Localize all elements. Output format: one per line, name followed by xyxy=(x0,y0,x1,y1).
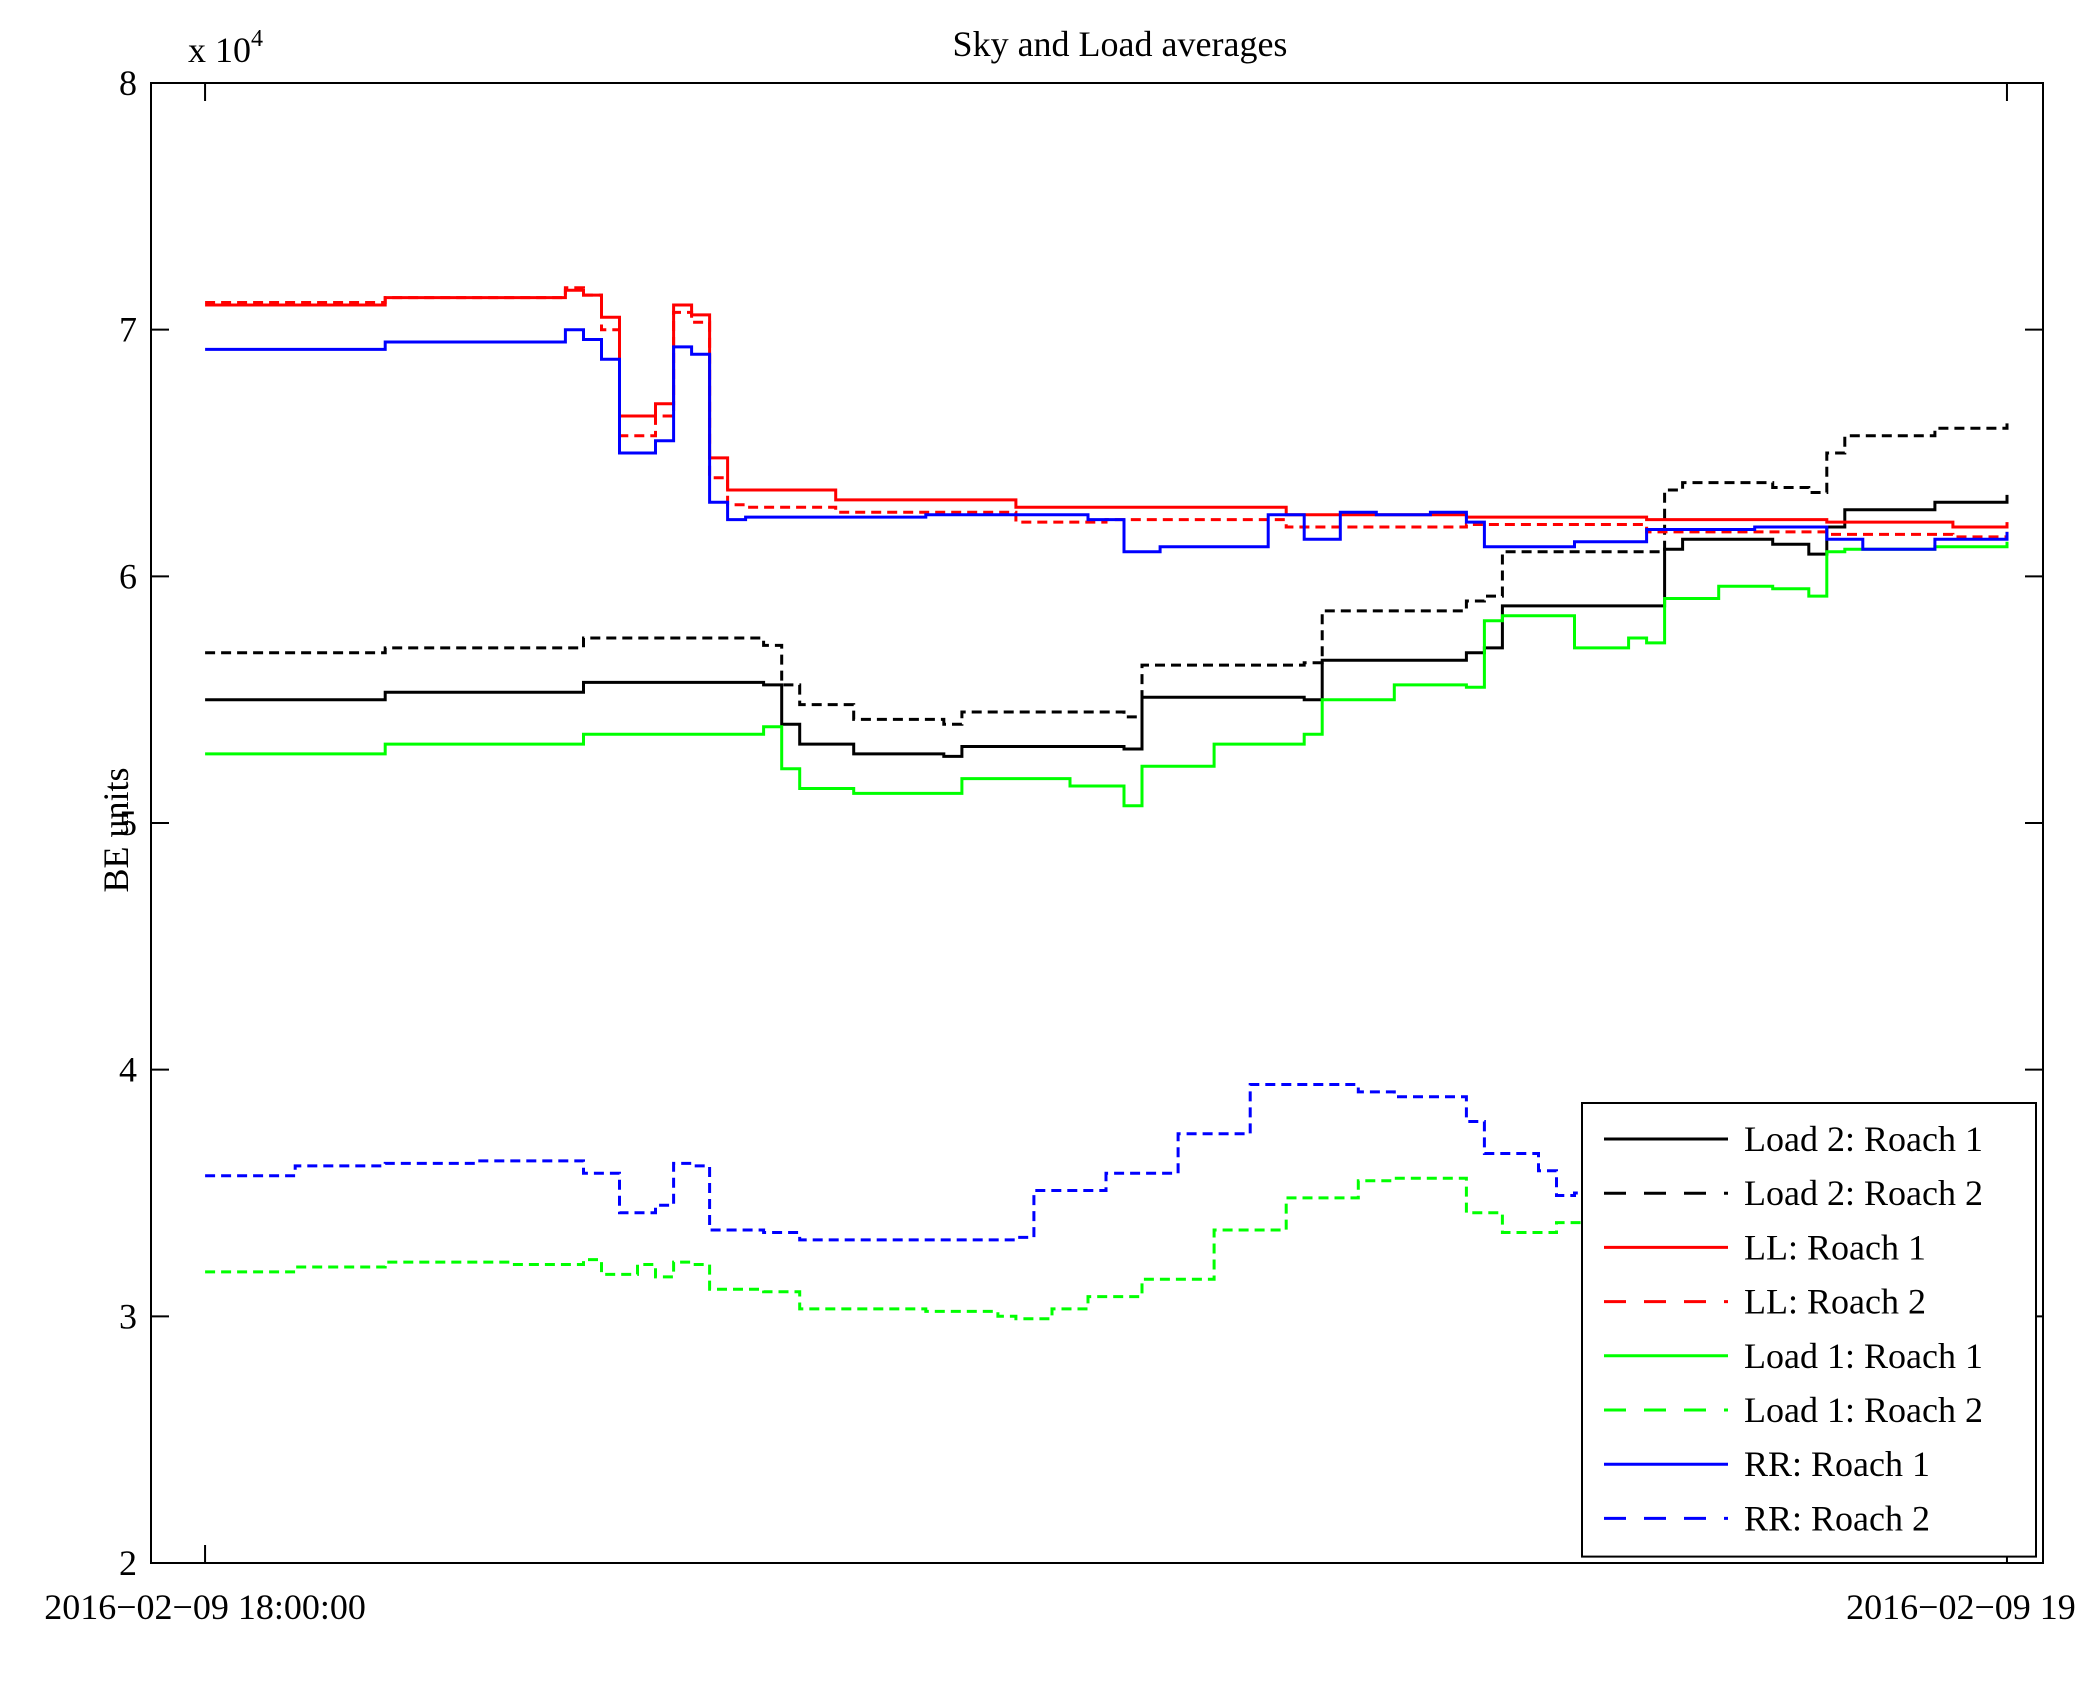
plot-area xyxy=(205,286,2009,1321)
legend-label: Load 2: Roach 1 xyxy=(1744,1119,1983,1159)
legend-label: LL: Roach 2 xyxy=(1744,1282,1926,1322)
y-tick-label: 7 xyxy=(119,310,137,350)
chart-title: Sky and Load averages xyxy=(953,24,1288,64)
y-exponent-power: 4 xyxy=(251,26,263,52)
legend-box xyxy=(1581,1102,2037,1558)
y-tick-label: 3 xyxy=(119,1296,137,1336)
x-tick-label: 2016−02−09 18:00:00 xyxy=(44,1587,366,1627)
series-line-rr-roach-1 xyxy=(205,328,2009,554)
y-tick-label: 2 xyxy=(119,1543,137,1583)
y-exponent-label: x 104 xyxy=(188,26,263,70)
legend-label: RR: Roach 1 xyxy=(1744,1444,1930,1484)
series-line-load-2-roach-1 xyxy=(205,494,2009,758)
legend-label: Load 1: Roach 2 xyxy=(1744,1390,1983,1430)
y-tick-label: 8 xyxy=(119,63,137,103)
y-axis-label: BE units xyxy=(96,767,136,892)
y-exponent-base: x 10 xyxy=(188,30,251,70)
legend-label: RR: Roach 2 xyxy=(1744,1498,1930,1538)
legend-label: Load 1: Roach 1 xyxy=(1744,1336,1983,1376)
legend-label: LL: Roach 1 xyxy=(1744,1227,1926,1267)
axis-ticks: 2 3 4 5 6 7 8 2016−02−09 18:00:00 2016−02−09 19:… xyxy=(44,63,2075,1627)
y-tick-label: 6 xyxy=(119,556,137,596)
y-tick-label: 4 xyxy=(119,1050,137,1090)
legend-label: Load 2: Roach 2 xyxy=(1744,1173,1983,1213)
series-line-load-2-roach-2 xyxy=(205,423,2009,726)
series-line-load-1-roach-1 xyxy=(205,541,2009,808)
x-tick-label: 2016−02−09 19:00:00 xyxy=(1846,1587,2075,1627)
legend: Load 2: Roach 1 Load 2: Roach 2 LL: Roach … xyxy=(1581,1102,2037,1558)
y-tick-label: 5 xyxy=(119,803,137,843)
